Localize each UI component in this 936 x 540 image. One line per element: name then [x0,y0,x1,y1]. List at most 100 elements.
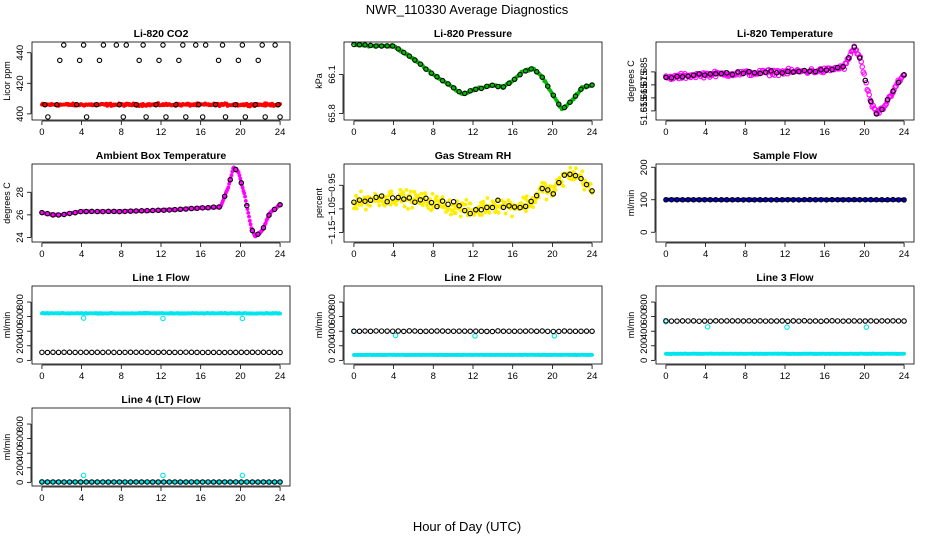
point-avg [272,42,278,48]
point-avg [384,43,390,49]
point-avg [762,196,769,203]
point-raw [363,207,368,212]
point-avg [72,349,78,356]
panel-line-2-flow-x-axis: 0 4 8 12 16 20 24 [351,364,597,382]
panel-line-1-flow-title: Line 1 Flow [132,272,190,284]
point-avg [389,328,396,334]
point-avg [740,70,747,77]
point-avg [233,349,239,356]
point-avg [862,196,869,203]
point-avg [511,328,518,335]
x-tick-label: 12 [156,493,167,504]
point-avg [83,479,89,485]
point-avg [539,74,545,80]
point-raw [487,210,492,215]
point-avg [61,42,67,48]
x-tick-label: 4 [703,127,708,138]
point-raw [389,189,394,194]
point-avg [467,328,473,334]
point-raw [377,203,382,208]
panel-ambient-box-temperature-x-axis: 0 4 8 12 16 20 24 [39,242,285,260]
point-avg [785,318,791,325]
point-avg [500,84,507,90]
point-avg [50,479,56,485]
point-avg [757,318,763,324]
point-avg [172,479,178,485]
point-avg [89,208,95,215]
y-tick-label: 400 [15,106,26,122]
point-avg [423,195,429,202]
point-avg [44,479,51,485]
figure-title: NWR_110330 Average Diagnostics [366,2,569,17]
point-avg [550,191,557,197]
point-raw [368,203,372,208]
point-avg [439,77,446,84]
point-avg [72,479,78,485]
point-avg [701,72,708,78]
point-avg [589,328,595,335]
point-raw-outliers [784,324,790,330]
point-avg [801,318,808,324]
point-avg [495,328,501,334]
point-raw-outliers [80,315,87,321]
point-avg [216,479,222,485]
point-avg [663,74,669,81]
panel-line-3-flow-x-axis: 0 4 8 12 16 20 24 [663,364,909,382]
point-avg [718,318,725,324]
panel-line-1-flow-ylabel: ml/min [2,312,12,339]
point-avg [707,71,713,77]
point-avg [183,114,189,120]
point-avg [133,101,139,108]
figure-xlabel: Hour of Day (UTC) [413,519,521,534]
point-avg [445,201,451,208]
point-raw [859,64,865,70]
point-avg [45,114,51,120]
point-raw [506,198,511,203]
point-avg [61,479,67,485]
panel-li-820-pressure-ylabel: kPa [314,73,324,89]
panel-li-820-pressure-y-axis: 65.8 66.1 [327,65,344,123]
y-tick-label: 600 [15,309,26,325]
point-raw [510,214,514,219]
point-avg [901,318,907,324]
point-raw [503,211,508,216]
point-avg [39,479,45,485]
point-avg [212,101,219,108]
point-avg [44,349,51,356]
point-avg [450,85,457,91]
panel-line-4-lt-flow-title: Line 4 (LT) Flow [121,394,201,406]
point-avg [260,225,267,231]
point-avg [511,204,518,210]
point-raw [402,204,407,209]
point-avg [260,479,267,485]
y-tick-label: 66.1 [327,65,338,84]
point-avg [467,88,473,94]
x-tick-label: 24 [899,127,910,138]
point-raw [242,191,247,196]
point-avg [845,318,852,324]
x-tick-label: 0 [39,493,44,504]
x-tick-label: 0 [39,371,44,382]
point-avg [757,197,763,203]
panel-sample-flow: Sample Flow 0 4 8 12 16 20 24 0 100 200 ml/min [626,150,915,260]
panel-ambient-box-temperature-y-axis: 24 26 28 [15,187,32,243]
point-raw [434,194,439,199]
point-avg [373,328,379,334]
point-avg [879,318,885,324]
point-avg [138,349,145,355]
point-avg [61,349,67,355]
panel-gas-stream-rh: Gas Stream RH 0 4 8 12 16 20 24 −1.15−1.05−0.95p… [314,150,603,260]
point-avg [685,73,691,79]
point-avg [55,479,62,485]
panel-li-820-temperature-x-axis: 0 4 8 12 16 20 24 [663,120,910,138]
point-avg [751,318,758,324]
point-avg [233,166,239,173]
point-raw [352,206,356,211]
point-raw [531,205,535,210]
panel-li-820-pressure-frame [343,41,603,121]
point-avg [495,197,501,204]
point-raw [882,102,888,109]
x-tick-label: 0 [351,127,356,138]
point-avg [428,70,435,76]
